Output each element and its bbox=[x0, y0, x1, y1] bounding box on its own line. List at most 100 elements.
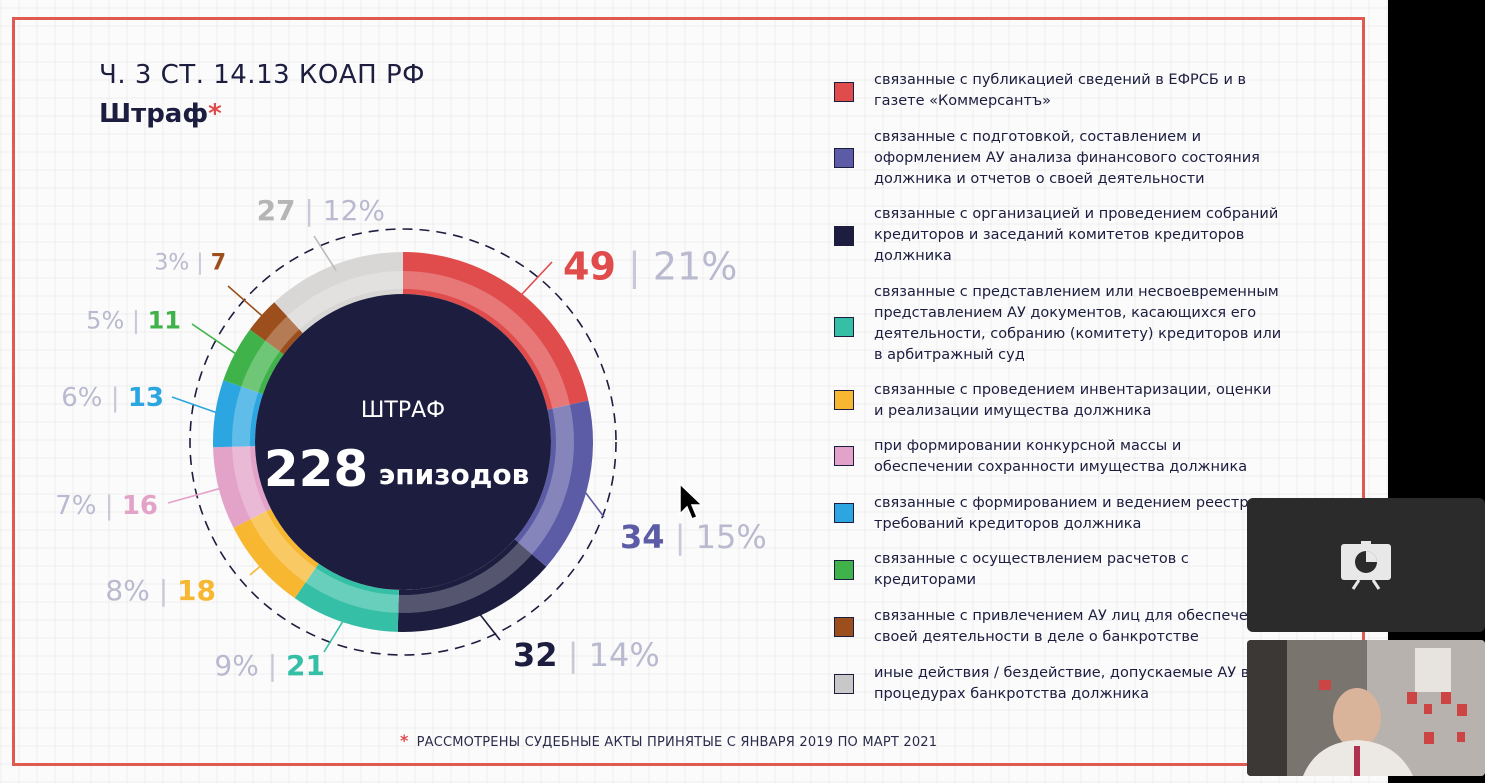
data-label: 9% | 21 bbox=[214, 649, 325, 682]
data-label: 8% | 18 bbox=[105, 574, 216, 607]
legend-swatch bbox=[834, 446, 854, 466]
participant-video[interactable] bbox=[1247, 640, 1485, 776]
subtitle-asterisk: * bbox=[208, 99, 222, 129]
slide-frame bbox=[12, 17, 1365, 766]
legend-swatch bbox=[834, 674, 854, 694]
footnote-text: РАССМОТРЕНЫ СУДЕБНЫЕ АКТЫ ПРИНЯТЫЕ С ЯНВ… bbox=[416, 735, 938, 750]
data-label-separator: | bbox=[150, 574, 177, 607]
legend-swatch bbox=[834, 503, 854, 523]
donut-segment bbox=[397, 539, 547, 632]
leader-line bbox=[171, 396, 222, 415]
data-label: 34 | 15% bbox=[620, 518, 767, 556]
data-label-separator: | bbox=[616, 244, 653, 289]
legend-label: связанные с представлением или несвоевре… bbox=[874, 284, 1282, 363]
donut-center bbox=[255, 294, 551, 590]
data-label: 6% | 13 bbox=[61, 383, 164, 413]
data-label-value: 21 bbox=[286, 649, 325, 682]
footnote-asterisk: * bbox=[400, 731, 409, 750]
data-label-separator: | bbox=[296, 194, 323, 227]
slide-title: Ч. 3 СТ. 14.13 КОАП РФ bbox=[99, 60, 426, 90]
leader-line bbox=[191, 323, 241, 358]
data-label-separator: | bbox=[558, 636, 589, 674]
data-label-value: 18 bbox=[177, 574, 216, 607]
legend-label: связанные с публикацией сведений в ЕФРСБ… bbox=[874, 72, 1247, 109]
leader-line bbox=[476, 610, 501, 641]
legend-swatch bbox=[834, 390, 854, 410]
data-label-percent: 7% bbox=[55, 491, 96, 521]
donut-segment bbox=[213, 380, 264, 448]
leader-line bbox=[323, 616, 347, 653]
leader-line bbox=[249, 562, 265, 576]
data-label-percent: 21% bbox=[653, 244, 737, 288]
legend-label: связанные с подготовкой, составлением и … bbox=[874, 129, 1260, 187]
data-label-percent: 12% bbox=[323, 194, 385, 227]
data-label-value: 27 bbox=[257, 194, 296, 227]
donut-segment bbox=[403, 252, 589, 410]
data-label-percent: 3% bbox=[154, 251, 189, 276]
data-label-value: 32 bbox=[513, 636, 558, 674]
center-label: ШТРАФ bbox=[361, 398, 445, 423]
data-label-separator: | bbox=[124, 306, 147, 334]
video-frame bbox=[1247, 640, 1485, 776]
donut-segment bbox=[213, 446, 271, 528]
legend-swatch bbox=[834, 226, 854, 246]
center-unit: эпизодов bbox=[379, 458, 530, 491]
data-label-percent: 14% bbox=[589, 636, 660, 674]
data-label-percent: 6% bbox=[61, 383, 102, 413]
slide-subtitle: Штраф* bbox=[99, 99, 222, 129]
center-value: 228 bbox=[264, 440, 368, 498]
legend-swatch bbox=[834, 82, 854, 102]
donut-segment bbox=[294, 563, 399, 632]
legend-label: связанные с проведением инвентаризации, … bbox=[874, 382, 1272, 419]
data-label-percent: 8% bbox=[105, 574, 149, 607]
data-label-percent: 15% bbox=[696, 518, 767, 556]
leader-line bbox=[167, 486, 225, 504]
donut-segment bbox=[233, 508, 319, 599]
legend-swatch bbox=[834, 617, 854, 637]
data-label: 27 | 12% bbox=[257, 194, 385, 227]
legend-label: связанные с осуществлением расчетов с кр… bbox=[874, 551, 1189, 588]
data-label: 32 | 14% bbox=[513, 636, 660, 674]
data-label-separator: | bbox=[665, 518, 696, 556]
data-label-percent: 9% bbox=[214, 649, 258, 682]
donut-chart: ШТРАФ 228 эпизодов 49 | 21% 34 | 15% 32 | 14%… bbox=[55, 194, 767, 682]
data-label-separator: | bbox=[259, 649, 286, 682]
subtitle-text: Штраф bbox=[99, 99, 209, 129]
leader-line bbox=[227, 285, 267, 320]
data-label-percent: 5% bbox=[86, 306, 124, 334]
legend-swatch bbox=[834, 317, 854, 337]
data-label: 5% | 11 bbox=[86, 306, 181, 334]
leader-line bbox=[517, 261, 553, 299]
presentation-slide: Ч. 3 СТ. 14.13 КОАП РФ Штраф* ШТРАФ 228 эп… bbox=[0, 0, 1388, 783]
donut-segment bbox=[223, 329, 284, 394]
data-label-value: 11 bbox=[148, 306, 181, 334]
mouse-cursor-icon bbox=[679, 482, 704, 520]
data-label-separator: | bbox=[97, 491, 122, 521]
legend-label: связанные с привлечением АУ лиц для обес… bbox=[874, 608, 1276, 645]
donut-segment bbox=[274, 252, 403, 334]
legend-label: при формировании конкурсной массы и обес… bbox=[874, 438, 1248, 475]
data-label: 3% | 7 bbox=[154, 251, 226, 276]
donut-inner-band bbox=[232, 271, 574, 613]
legend-label: связанные с формированием и ведением рее… bbox=[874, 495, 1258, 532]
data-label-separator: | bbox=[189, 251, 210, 276]
dashed-ring bbox=[189, 228, 617, 656]
screen-share-icon[interactable] bbox=[1339, 540, 1393, 590]
data-label-value: 13 bbox=[128, 383, 164, 413]
data-label-separator: | bbox=[103, 383, 128, 413]
legend-label: связанные с организацией и проведением с… bbox=[874, 206, 1279, 264]
leader-line bbox=[313, 235, 337, 272]
data-label-value: 49 bbox=[563, 244, 616, 288]
legend-swatch bbox=[834, 560, 854, 580]
data-label: 49 | 21% bbox=[563, 244, 737, 289]
data-label: 7% | 16 bbox=[55, 491, 158, 521]
donut-segment bbox=[249, 302, 303, 355]
leader-line bbox=[580, 486, 605, 518]
screen-share-tile[interactable] bbox=[1247, 498, 1485, 632]
legend-label: иные действия / бездействие, допускаемые… bbox=[874, 665, 1250, 702]
footnote: * РАССМОТРЕНЫ СУДЕБНЫЕ АКТЫ ПРИНЯТЫЕ С ЯН… bbox=[400, 731, 937, 750]
data-label-value: 34 bbox=[620, 518, 665, 556]
donut-segment bbox=[514, 400, 593, 567]
data-label-value: 16 bbox=[122, 491, 158, 521]
legend-swatch bbox=[834, 148, 854, 168]
